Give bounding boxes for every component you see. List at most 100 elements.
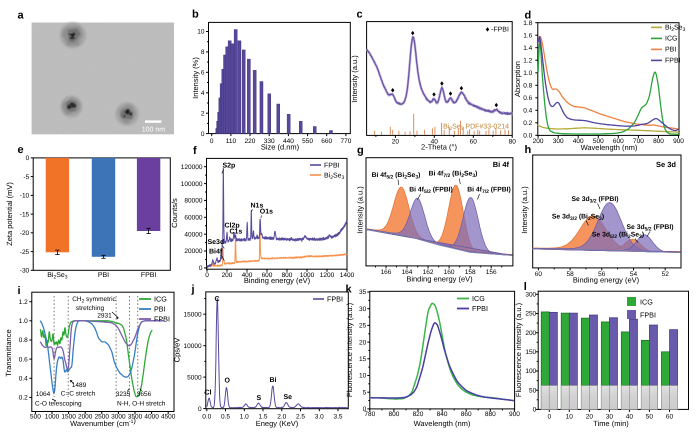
svg-text:2000: 2000 [78,414,93,421]
svg-text:860: 860 [461,411,472,418]
svg-text:FPBI: FPBI [472,304,488,313]
svg-text:440: 440 [283,138,294,145]
svg-text:g: g [357,145,364,157]
svg-text:b: b [192,9,199,21]
svg-text:c: c [357,9,363,21]
svg-text:Wavelength (nm): Wavelength (nm) [414,419,471,428]
svg-text:2: 2 [201,110,205,117]
svg-text:Wavenumber (cm-1): Wavenumber (cm-1) [70,416,136,428]
svg-text:60000: 60000 [184,215,202,222]
svg-text:-FPBI: -FPBI [491,27,509,34]
svg-text:10000: 10000 [184,343,202,350]
svg-text:Size (d.nm): Size (d.nm) [261,143,300,152]
svg-text:stretching: stretching [76,305,105,312]
svg-text:ICG: ICG [154,294,167,303]
svg-text:162: 162 [423,269,434,276]
svg-text:-15: -15 [20,211,30,218]
svg-text:Cl: Cl [205,389,212,397]
svg-text:330: 330 [264,138,275,145]
svg-text:0: 0 [210,138,214,145]
svg-text:880: 880 [485,411,496,418]
svg-text:Bi2Se3: Bi2Se3 [47,271,68,281]
svg-text:Bi 4f: Bi 4f [493,160,510,169]
svg-text:35: 35 [359,289,367,296]
svg-text:ICG: ICG [640,298,653,307]
svg-text:1500: 1500 [61,414,76,421]
svg-text:0.5: 0.5 [221,413,230,420]
svg-text:700: 700 [633,138,644,145]
svg-text:-25: -25 [20,249,30,256]
svg-text:4000: 4000 [144,414,159,421]
svg-text:a: a [18,10,25,22]
svg-text:2-Theta (°): 2-Theta (°) [421,143,457,152]
svg-text:20: 20 [392,139,400,146]
svg-text:Bi4f: Bi4f [209,248,223,256]
svg-text:f: f [193,145,197,157]
svg-text:0: 0 [198,406,202,413]
svg-text:C1s: C1s [230,228,243,235]
svg-text:Intensity (%): Intensity (%) [191,57,200,99]
svg-text:O: O [225,378,231,385]
svg-text:3235: 3235 [116,391,131,398]
svg-text:0.0: 0.0 [523,133,532,140]
svg-text:C-O telescoping: C-O telescoping [35,401,82,408]
svg-text:120000: 120000 [181,164,203,171]
svg-text:Enegy (KeV): Enegy (KeV) [256,419,299,428]
svg-text:Binding energy (eV): Binding energy (eV) [573,276,640,285]
svg-text:Wavelength (nm): Wavelength (nm) [581,143,638,152]
svg-text:N-H, O-H stretch: N-H, O-H stretch [117,401,166,408]
svg-text:0.6: 0.6 [19,356,28,363]
svg-text:1.2: 1.2 [523,57,532,64]
svg-text:1400: 1400 [340,272,355,279]
svg-text:FPBI: FPBI [154,314,170,323]
svg-text:58: 58 [566,271,574,278]
svg-text:Se 3d3/2 (FPBI): Se 3d3/2 (FPBI) [572,196,619,205]
svg-text:780: 780 [364,411,375,418]
svg-text:15000: 15000 [184,311,202,318]
svg-text:Se 3d5/2 (FPBI): Se 3d5/2 (FPBI) [627,224,674,233]
svg-text:-10: -10 [20,193,30,200]
svg-text:3000: 3000 [111,414,126,421]
svg-text:CH2 symmetric: CH2 symmetric [72,296,116,305]
svg-text:l: l [524,281,527,293]
svg-text:Bi 4f5/2 (Bi2Se3): Bi 4f5/2 (Bi2Se3) [372,172,421,181]
svg-text:60: 60 [666,413,674,420]
svg-text:660: 660 [321,138,332,145]
svg-text:166: 166 [381,269,392,276]
svg-text:C=C stretch: C=C stretch [61,391,96,398]
svg-text:1.8: 1.8 [523,20,532,27]
svg-text:2931: 2931 [97,313,112,320]
svg-text:10: 10 [197,29,205,36]
svg-text:550: 550 [302,138,313,145]
svg-text:200: 200 [525,330,536,337]
svg-text:80000: 80000 [184,198,202,205]
svg-text:Binding energy (eV): Binding energy (eV) [244,276,311,285]
svg-text:52: 52 [662,271,670,278]
svg-text:0.4: 0.4 [523,108,532,115]
svg-text:FPBI: FPBI [324,162,340,169]
svg-text:i: i [18,285,21,297]
svg-text:j: j [191,284,195,296]
svg-text:0.8: 0.8 [19,337,28,344]
svg-text:0: 0 [533,407,537,414]
svg-text:Se 3d3/2 (Bi2Se3): Se 3d3/2 (Bi2Se3) [552,213,604,222]
svg-text:40: 40 [431,139,439,146]
svg-text:250: 250 [525,311,536,318]
svg-text:Counts/s: Counts/s [170,198,179,228]
svg-text:PBI: PBI [665,47,676,54]
svg-text:h: h [525,144,532,156]
svg-text:158: 158 [465,269,476,276]
svg-text:-20: -20 [20,230,30,237]
svg-text:Fluorescence intensity (a.u.): Fluorescence intensity (a.u.) [514,302,523,397]
svg-text:100: 100 [525,368,536,375]
svg-text:Bi 4f7/2 (FPBI): Bi 4f7/2 (FPBI) [467,187,511,196]
svg-text:Bi2Se3: Bi2Se3 [665,24,686,34]
svg-text:20: 20 [586,413,594,420]
svg-text:1064: 1064 [36,391,51,398]
svg-text:150: 150 [525,349,536,356]
svg-text:0.4: 0.4 [19,376,28,383]
svg-text:156: 156 [486,269,497,276]
svg-text:600: 600 [262,272,273,279]
svg-text:Bi2Se3: Bi2Se3 [324,171,345,181]
svg-text:200: 200 [222,272,233,279]
